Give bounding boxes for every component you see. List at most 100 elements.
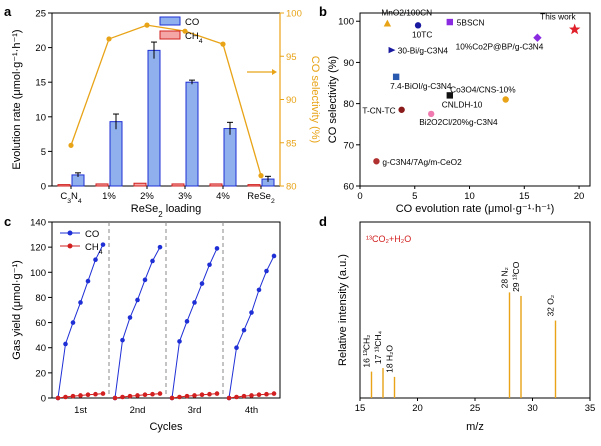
- x-tick-label: ReSe2: [247, 191, 275, 205]
- y-axis-label: Evolution rate (μmol·g⁻¹·h⁻¹): [11, 29, 23, 169]
- cycle-label: 4th: [245, 405, 258, 416]
- y-tick-label: 60: [35, 318, 46, 329]
- x-tick-label: 2%: [140, 191, 154, 202]
- y-right-tick-label: 85: [286, 138, 297, 149]
- peak-label: 18 H₂O: [385, 345, 395, 373]
- series-point-ch4: [157, 391, 163, 396]
- series-point-co: [241, 327, 247, 333]
- selectivity-point: [182, 28, 188, 34]
- panel-b-chart: 60 70 80 90 100 0 5 10 15 20 MnO2/100CN 10TC 5BSCN Th…: [327, 7, 591, 215]
- series-point-co: [199, 281, 205, 286]
- y-tick-label: 60: [343, 182, 354, 193]
- bar-co: [185, 81, 199, 187]
- series-point-co: [120, 337, 125, 343]
- point-marker: [446, 92, 454, 99]
- y-right-tick-label: 80: [286, 182, 297, 193]
- y-right-tick-label: 90: [286, 95, 297, 106]
- point-label: 5BSCN: [457, 18, 485, 28]
- series-point-co: [234, 345, 239, 351]
- series-point-ch4: [234, 394, 239, 400]
- text-span: C: [60, 191, 67, 202]
- point-label: MnO2/100CN: [381, 7, 432, 17]
- point-marker: [569, 23, 581, 35]
- bar-ch4: [247, 184, 261, 187]
- series-point-co: [264, 268, 269, 274]
- series-point-ch4: [271, 391, 277, 396]
- subscript: 4: [99, 249, 103, 256]
- series-point-ch4: [63, 394, 68, 400]
- bar-co: [223, 128, 237, 187]
- x-tick-label: 30: [527, 403, 538, 414]
- panel-letter-c: c: [4, 214, 11, 229]
- series-point-co: [184, 319, 190, 324]
- text-span: CH: [185, 31, 199, 42]
- y-tick-label: 120: [30, 243, 46, 254]
- series-point-ch4: [184, 393, 190, 399]
- x-axis-label: Cycles: [149, 421, 183, 433]
- arrow-head: [272, 69, 277, 75]
- text-span: loading: [163, 203, 202, 215]
- y-tick-label: 100: [338, 17, 354, 28]
- series-point-ch4: [214, 391, 220, 396]
- point-marker: [383, 19, 392, 27]
- series-line-co: [57, 244, 104, 399]
- y-right-tick-label: 100: [286, 9, 302, 20]
- point-label: Co3O4/CNS-10%: [450, 85, 516, 95]
- series-point-co: [85, 278, 91, 284]
- point-label: CNLDH-10: [442, 99, 483, 109]
- plot-frame: [359, 12, 591, 187]
- y-tick-label: 80: [35, 293, 46, 304]
- point-marker: [502, 96, 509, 103]
- point-marker: [392, 73, 400, 81]
- series-point-co: [78, 300, 83, 305]
- x-tick-label: 1%: [102, 191, 116, 202]
- series-point-ch4: [93, 391, 98, 397]
- legend-label-co: CO: [185, 17, 199, 28]
- y-tick-label: 70: [343, 140, 354, 151]
- y-tick-label: 20: [35, 368, 46, 379]
- x-tick-label: 20: [574, 191, 585, 202]
- series-point-co: [177, 339, 182, 344]
- series-point-co: [207, 262, 212, 268]
- bar-ch4: [95, 183, 109, 187]
- series-point-ch4: [135, 393, 140, 398]
- x-tick-label: 3%: [178, 191, 192, 202]
- selectivity-point: [220, 41, 226, 47]
- y-tick-label: 0: [41, 182, 46, 193]
- point-label: Bi2O2Cl/20%g-C3N4: [419, 117, 498, 127]
- y-right-axis-label: CO selectivity (%): [309, 56, 321, 143]
- text-span: 2%: [140, 191, 154, 202]
- series-line-co: [228, 255, 275, 399]
- y-tick-label: 80: [343, 99, 354, 110]
- series-point-ch4: [256, 392, 262, 398]
- text-span: ReSe: [131, 203, 159, 215]
- series-point-co: [127, 315, 133, 320]
- series-point-ch4: [150, 391, 155, 397]
- point-label: g-C3N4/7Ag/m-CeO2: [382, 157, 462, 167]
- bar-ch4: [133, 182, 147, 187]
- panel-c-chart: 0 20 40 60 80 100 120 140 1st 2nd 3rd 4th CO CH4 Cycle…: [11, 218, 281, 433]
- bar-ch4: [209, 183, 223, 187]
- x-tick-label: 10: [464, 191, 475, 202]
- text-span: 4%: [216, 191, 230, 202]
- series-point-co: [256, 287, 262, 293]
- series-point-ch4: [85, 392, 91, 398]
- y-tick-label: 15: [35, 78, 46, 89]
- point-marker: [533, 33, 542, 42]
- y-tick-label: 0: [41, 394, 46, 405]
- series-point-co: [70, 320, 76, 325]
- series-point-co: [135, 297, 140, 303]
- bar-co: [109, 121, 123, 187]
- y-tick-label: 100: [30, 268, 46, 279]
- legend-swatch-ch4: [159, 30, 181, 40]
- legend-marker-co: [67, 230, 73, 236]
- y-axis-label: Gas yield (μmol·g⁻¹): [11, 260, 23, 360]
- point-marker: [373, 158, 380, 165]
- subscript: 2: [271, 198, 275, 205]
- y-tick-label: 20: [35, 43, 46, 54]
- legend-swatch-co: [159, 16, 181, 26]
- cycle-label: 2nd: [130, 405, 146, 416]
- point-label: 30-Bi/g-C3N4: [398, 46, 449, 56]
